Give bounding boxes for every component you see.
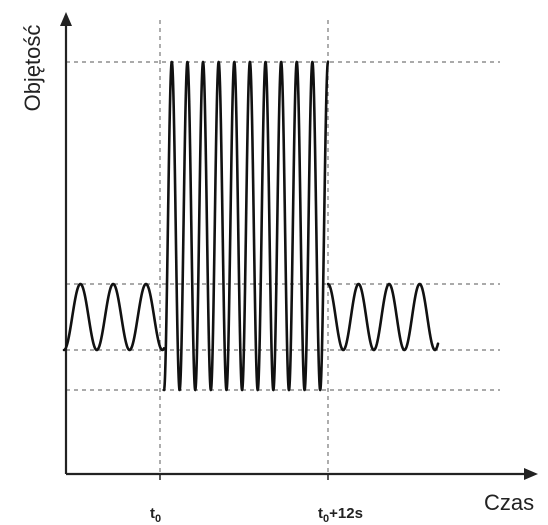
y-axis-arrow xyxy=(60,12,72,26)
tick-t0-subscript: 0 xyxy=(155,513,162,525)
normal-breathing-after-curve xyxy=(326,282,440,352)
tick-t0-plus-base: t xyxy=(318,505,323,522)
forced-breathing-curve xyxy=(162,60,330,392)
tick-t0-base: t xyxy=(150,505,155,522)
tick-t0-plus-subscript: 0 xyxy=(323,513,330,525)
x-axis-label: Czas xyxy=(484,490,535,515)
tick-label-t0: t0 xyxy=(150,505,161,525)
tick-t0-plus-suffix: +12s xyxy=(329,505,363,522)
y-axis-label: Objętość xyxy=(20,24,45,112)
normal-breathing-before-curve xyxy=(62,282,166,352)
tick-label-t0-plus-12s: t0+12s xyxy=(318,505,363,525)
x-axis-arrow xyxy=(524,468,538,480)
